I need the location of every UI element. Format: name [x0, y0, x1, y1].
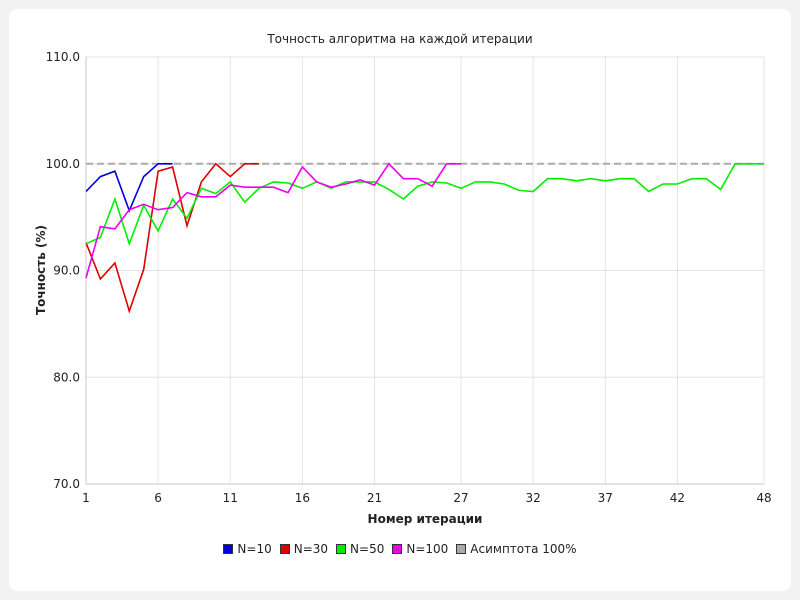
chart-legend: N=10 N=30 N=50 N=100 Асимптота 100% [0, 542, 800, 557]
series-line-n-50 [85, 163, 764, 247]
legend-swatch [336, 544, 347, 554]
series-line-n-30 [85, 162, 260, 314]
legend-item: N=30 [279, 542, 329, 556]
x-tick-label: 27 [453, 491, 468, 505]
y-tick-label: 70.0 [53, 477, 80, 491]
chart-title: Точность алгоритма на каждой итерации [266, 32, 532, 46]
legend-item: N=50 [336, 542, 384, 556]
legend-item: Асимптота 100% [456, 542, 577, 556]
x-axis-title: Номер итерации [368, 512, 483, 526]
x-tick-label: 16 [295, 491, 310, 505]
legend-swatch [223, 544, 234, 554]
y-axis-title: Точность (%) [34, 225, 48, 315]
legend-label: N=30 [293, 542, 329, 556]
legend-label: N=10 [237, 542, 272, 556]
legend-item: N=10 [223, 542, 272, 556]
x-tick-label: 48 [756, 491, 771, 505]
x-tick-label: 21 [367, 491, 382, 505]
legend-label: Асимптота 100% [470, 542, 577, 556]
x-tick-label: 42 [670, 491, 685, 505]
x-tick-label: 37 [598, 491, 613, 505]
legend-swatch [392, 544, 403, 554]
chart-grid [85, 56, 765, 485]
y-tick-label: 80.0 [53, 370, 80, 384]
legend-label: N=100 [406, 542, 449, 556]
series-line-n-100 [85, 162, 462, 279]
legend-swatch [279, 544, 290, 554]
x-tick-label: 11 [223, 491, 238, 505]
legend-label: N=50 [350, 542, 385, 556]
y-tick-label: 110.0 [46, 50, 80, 64]
chart-series [85, 162, 764, 314]
y-tick-label: 100.0 [46, 157, 80, 171]
x-tick-label: 6 [154, 491, 162, 505]
legend-item: N=100 [392, 542, 448, 556]
legend-swatch [456, 544, 467, 554]
x-tick-label: 32 [526, 491, 541, 505]
x-tick-label: 1 [82, 491, 90, 505]
chart-card [9, 9, 791, 591]
y-tick-label: 90.0 [53, 264, 80, 278]
